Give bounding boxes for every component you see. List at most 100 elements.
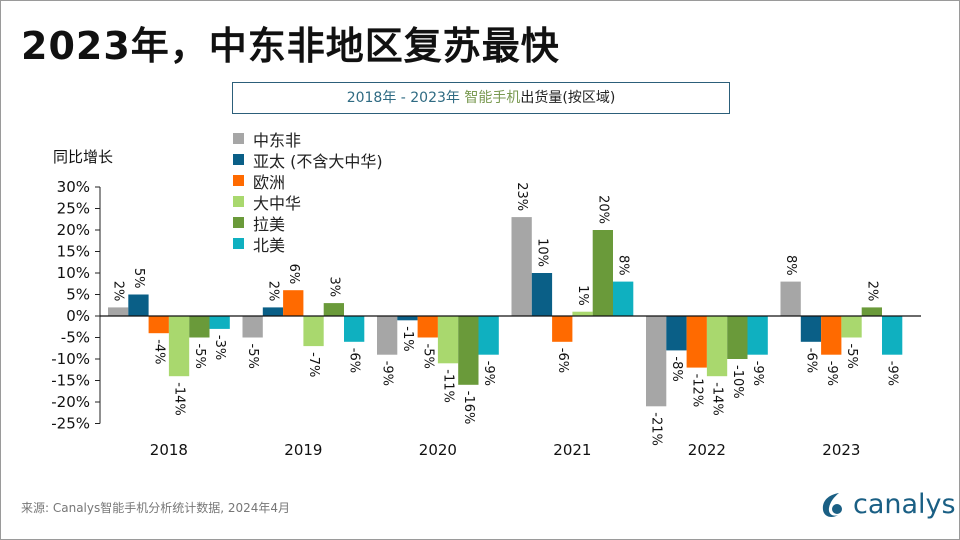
data-label: -11% bbox=[441, 369, 456, 403]
bar bbox=[531, 273, 553, 316]
bar bbox=[821, 316, 842, 355]
x-tick-label: 2020 bbox=[419, 441, 457, 459]
bar bbox=[780, 281, 801, 316]
bar bbox=[437, 316, 459, 364]
x-tick-label: 2019 bbox=[284, 441, 322, 459]
data-label: -6% bbox=[347, 348, 362, 373]
bar bbox=[458, 316, 479, 385]
bar bbox=[377, 316, 398, 355]
x-tick-label: 2018 bbox=[150, 441, 188, 459]
bar bbox=[511, 217, 532, 316]
data-label: -9% bbox=[885, 361, 900, 386]
data-label: -16% bbox=[461, 391, 476, 425]
y-tick-label: -25% bbox=[51, 415, 90, 433]
data-label: 23% bbox=[514, 182, 529, 211]
bar bbox=[882, 316, 903, 355]
bar bbox=[108, 307, 129, 316]
legend-label: 拉美 bbox=[253, 214, 286, 234]
subtitle-years: 2018年 - 2023年 bbox=[346, 90, 465, 106]
data-label: -14% bbox=[172, 382, 187, 416]
data-label: 6% bbox=[286, 264, 301, 285]
bar bbox=[706, 316, 728, 377]
bar bbox=[800, 316, 822, 342]
data-label: -12% bbox=[689, 374, 704, 408]
legend-label: 欧洲 bbox=[253, 172, 286, 192]
legend-swatch bbox=[233, 175, 244, 186]
y-tick-label: -20% bbox=[51, 393, 90, 411]
y-tick-label: 5% bbox=[66, 286, 90, 304]
legend: 中东非 亚太 (不含大中华) 欧洲 大中华 拉美 北美 bbox=[233, 128, 383, 255]
data-label: -1% bbox=[400, 326, 415, 351]
data-label: -9% bbox=[481, 361, 496, 386]
bar bbox=[417, 316, 438, 338]
bar bbox=[478, 316, 499, 355]
bar bbox=[323, 303, 344, 316]
y-tick-label: 0% bbox=[66, 307, 90, 325]
bar bbox=[168, 316, 190, 377]
data-label: 5% bbox=[131, 268, 146, 289]
data-label: -8% bbox=[669, 356, 684, 381]
data-label: -9% bbox=[750, 361, 765, 386]
data-label: -5% bbox=[192, 344, 207, 369]
legend-swatch bbox=[233, 217, 244, 228]
data-label: 1% bbox=[575, 285, 590, 306]
chart-subtitle-box: 2018年 - 2023年 智能手机出货量(按区域) bbox=[232, 82, 730, 114]
data-label: -21% bbox=[649, 412, 664, 446]
page-title: 2023年，中东非地区复苏最快 bbox=[21, 24, 560, 68]
bar bbox=[572, 311, 593, 316]
bar bbox=[613, 281, 634, 316]
data-label: 3% bbox=[326, 276, 341, 297]
legend-item: 亚太 (不含大中华) bbox=[233, 149, 383, 171]
legend-item: 中东非 bbox=[233, 128, 383, 150]
canalys-logo: canalys bbox=[819, 489, 956, 520]
data-label: -3% bbox=[212, 335, 227, 360]
data-label: -6% bbox=[555, 348, 570, 373]
subtitle-product: 智能手机 bbox=[464, 90, 521, 106]
bar bbox=[841, 316, 862, 338]
data-label: 2% bbox=[265, 281, 280, 302]
data-label: 20% bbox=[595, 195, 610, 224]
data-label: -9% bbox=[824, 361, 839, 386]
bar bbox=[592, 230, 613, 316]
y-tick-label: 25% bbox=[57, 200, 90, 218]
data-label: -7% bbox=[306, 352, 321, 377]
bar bbox=[242, 316, 263, 338]
data-label: 2% bbox=[111, 281, 126, 302]
bar bbox=[189, 316, 210, 338]
data-label: 2% bbox=[864, 281, 879, 302]
legend-item: 拉美 bbox=[233, 212, 383, 234]
x-tick-label: 2023 bbox=[822, 441, 860, 459]
logo-text: canalys bbox=[853, 489, 956, 520]
legend-item: 大中华 bbox=[233, 191, 383, 213]
y-tick-label: -5% bbox=[61, 329, 90, 347]
x-tick-label: 2022 bbox=[688, 441, 726, 459]
bar bbox=[262, 307, 284, 316]
bar bbox=[646, 316, 667, 407]
bar bbox=[128, 294, 149, 316]
data-label: -14% bbox=[710, 382, 725, 416]
bar bbox=[344, 316, 365, 342]
bar bbox=[209, 316, 230, 329]
data-label: 8% bbox=[616, 255, 631, 276]
data-label: -4% bbox=[151, 339, 166, 364]
y-axis-label: 同比增长 bbox=[53, 148, 114, 166]
bar bbox=[861, 307, 882, 316]
bar bbox=[148, 316, 169, 334]
legend-swatch bbox=[233, 133, 244, 144]
data-label: -9% bbox=[380, 361, 395, 386]
y-tick-label: -10% bbox=[51, 350, 90, 368]
y-tick-label: 20% bbox=[57, 221, 90, 239]
bar bbox=[666, 316, 687, 351]
subtitle-metric: 出货量(按区域) bbox=[520, 90, 616, 106]
legend-label: 大中华 bbox=[253, 193, 302, 213]
bar bbox=[747, 316, 768, 355]
bar bbox=[303, 316, 324, 347]
x-tick-label: 2021 bbox=[553, 441, 591, 459]
legend-item: 北美 bbox=[233, 233, 383, 255]
data-label: -6% bbox=[803, 348, 818, 373]
data-label: -5% bbox=[245, 344, 260, 369]
y-tick-label: -15% bbox=[51, 372, 90, 390]
y-tick-label: 30% bbox=[57, 178, 90, 196]
